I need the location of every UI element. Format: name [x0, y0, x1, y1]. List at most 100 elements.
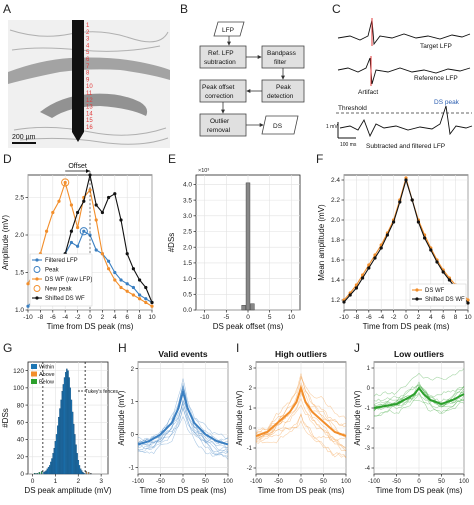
- series-point: [63, 180, 67, 185]
- y-tick-label: 20: [17, 454, 25, 461]
- flow-node-peak-offset: Peak offset correction: [199, 79, 247, 103]
- histogram-bar: [56, 425, 59, 475]
- probe-channel-label: 5: [86, 50, 90, 56]
- panel-letter-a: A: [3, 2, 11, 16]
- svg-text:Bandpass: Bandpass: [267, 50, 297, 57]
- svg-text:DS: DS: [273, 123, 283, 130]
- legend-swatch-ring: [33, 285, 41, 292]
- series-point: [131, 267, 135, 271]
- probe-channel-label: 1: [86, 23, 90, 29]
- x-tick-label: -8: [354, 314, 360, 321]
- event-trace: [373, 383, 465, 412]
- series-point: [131, 285, 135, 290]
- svg-text:filter: filter: [274, 59, 287, 66]
- event-trace: [373, 393, 465, 417]
- y-tick-label: 2.4: [331, 177, 340, 184]
- series-point: [466, 298, 470, 302]
- series-point: [138, 293, 142, 297]
- series-point: [76, 210, 80, 215]
- y-tick-label: 3.5: [183, 197, 192, 204]
- y-tick-label: 0: [367, 386, 371, 392]
- histogram-bar: [38, 472, 41, 475]
- y-tick-label: 2.5: [183, 229, 192, 236]
- event-trace: [137, 385, 229, 449]
- x-tick-label: -6: [50, 314, 56, 321]
- probe-channel-label: 4: [86, 43, 90, 49]
- histogram-bar: [52, 453, 54, 475]
- probe-channel-label: 16: [86, 125, 93, 131]
- x-tick-label: 100: [459, 479, 470, 485]
- x-tick-label: -10: [23, 314, 33, 321]
- panel-letter-g: G: [3, 341, 12, 355]
- histogram-bar: [43, 472, 45, 475]
- series-point: [392, 220, 396, 224]
- x-tick-label: 1: [54, 478, 58, 485]
- series-point: [100, 210, 104, 215]
- y-tick-label: 3.0: [183, 213, 192, 220]
- event-trace: [137, 407, 229, 453]
- series-point: [423, 236, 427, 240]
- histogram-bar: [250, 303, 255, 311]
- event-trace: [137, 384, 229, 447]
- mean-trace: [255, 384, 347, 437]
- histogram-bar: [53, 448, 56, 475]
- series-point: [26, 304, 30, 308]
- legend-swatch-point: [415, 297, 419, 301]
- event-trace: [255, 381, 347, 441]
- legend-label: Above: [39, 372, 55, 378]
- y-tick-label: -1: [247, 446, 253, 452]
- x-tick-label: -100: [368, 479, 381, 485]
- panel-letter-b: B: [180, 2, 188, 16]
- panel-letter-j: J: [354, 341, 360, 355]
- panel-letter-c: C: [332, 2, 341, 16]
- series-point: [113, 278, 117, 282]
- event-trace: [373, 389, 465, 410]
- histogram-bar: [46, 468, 49, 475]
- event-trace: [255, 413, 347, 449]
- y-tick-label: 1: [367, 366, 371, 372]
- x-tick-label: 50: [438, 479, 445, 485]
- y-tick-label: 120: [13, 368, 24, 375]
- peak-marker: [61, 178, 70, 187]
- x-axis-label: DS peak offset (ms): [213, 322, 284, 331]
- x-tick-label: 8: [138, 314, 142, 321]
- x-axis-label: Time from DS peak (ms): [376, 486, 463, 495]
- svg-text:Peak: Peak: [276, 84, 292, 91]
- x-axis-label: Time from DS peak (ms): [363, 322, 450, 331]
- chart-i-high-outliers: -100 -50 0 50 100 -2 -1 0 1 2 3 Time from DS peak (…: [235, 349, 352, 495]
- probe-channel-label: 15: [86, 118, 93, 124]
- series-point: [144, 297, 148, 301]
- y-tick-label: -2: [247, 466, 253, 472]
- histogram-bar: [70, 399, 73, 475]
- x-tick-label: -50: [392, 479, 401, 485]
- histogram-bar: [87, 472, 90, 475]
- x-tick-label: -2: [75, 314, 81, 321]
- legend-swatch-point: [35, 258, 39, 262]
- scale-bar-voltage: 1 mV: [326, 124, 338, 130]
- legend-box: [409, 283, 467, 307]
- svg-text:Peak offset: Peak offset: [202, 84, 235, 91]
- histogram-bar: [36, 472, 38, 475]
- panel-b-flowchart: LFP Ref. LFP subtraction Bandpass filter…: [199, 21, 305, 137]
- series-point: [107, 267, 111, 271]
- panel-letter-e: E: [168, 152, 176, 166]
- histogram-bar: [85, 471, 88, 475]
- histogram-bar: [75, 444, 77, 475]
- y-tick-label: 1.0: [15, 307, 24, 314]
- series-point: [76, 225, 80, 230]
- series-point: [342, 300, 346, 304]
- y-tick-label: 4.0: [183, 182, 192, 189]
- probe-channel-label: 7: [86, 64, 90, 70]
- legend-label: Within: [39, 365, 54, 371]
- histogram-bar: [62, 384, 65, 475]
- y-tick-label: 0: [20, 471, 24, 478]
- histogram-bar: [77, 460, 80, 475]
- series-point: [82, 229, 86, 233]
- x-tick-label: 4: [113, 314, 117, 321]
- y-tick-label: 1.6: [331, 257, 340, 264]
- legend-swatch: [31, 379, 37, 384]
- chart-f-mean-amplitude: -10 -8 -6 -4 -2 0 2 4 6 8 10 1.2 1.4 1.6 1.8 2.0 2.2 2.4 T…: [317, 174, 472, 331]
- probe-channel-label: 3: [86, 37, 90, 43]
- x-tick-label: 3: [99, 478, 103, 485]
